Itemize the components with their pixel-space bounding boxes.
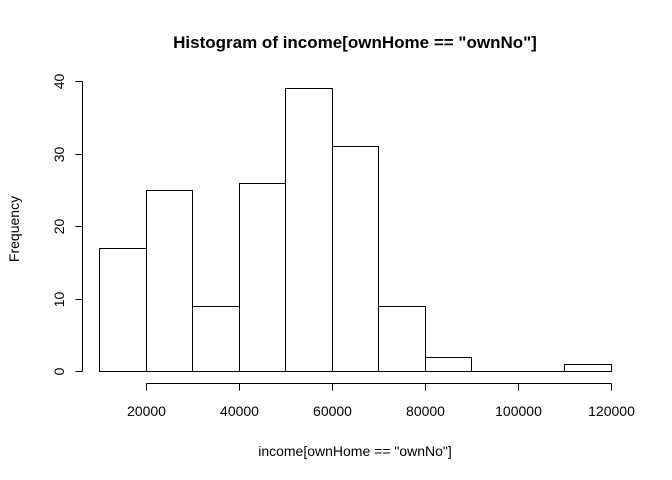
histogram-bar-5 [332, 146, 379, 372]
y-tick-label-2: 20 [51, 219, 67, 235]
y-tick-label-4: 40 [51, 74, 67, 90]
x-tick-label-4: 100000 [495, 403, 542, 419]
histogram-bar-10 [564, 364, 612, 372]
x-tick-label-2: 60000 [313, 403, 352, 419]
x-tick-label-1: 40000 [220, 403, 259, 419]
histogram-bar-1 [146, 190, 193, 372]
histogram-bar-2 [192, 306, 240, 372]
y-tick-label-0: 0 [51, 367, 67, 375]
y-axis: 0 10 20 30 40 [51, 74, 83, 375]
y-axis-label: Frequency [6, 196, 22, 262]
x-tick-label-3: 80000 [406, 403, 445, 419]
histogram-bar-0 [99, 248, 147, 372]
x-axis: 20000 40000 60000 80000 100000 120000 [127, 383, 635, 419]
x-tick-label-5: 120000 [588, 403, 635, 419]
bars-group [99, 88, 612, 372]
y-tick-label-1: 10 [51, 292, 67, 308]
histogram-bar-4 [285, 88, 333, 372]
histogram-bar-7 [425, 357, 472, 372]
histogram-bar-6 [378, 306, 426, 372]
histogram-bar-3 [239, 183, 286, 372]
x-axis-label: income[ownHome == "ownNo"] [258, 443, 452, 459]
chart-title: Histogram of income[ownHome == "ownNo"] [173, 33, 537, 52]
y-tick-label-3: 30 [51, 147, 67, 163]
x-tick-label-0: 20000 [127, 403, 166, 419]
